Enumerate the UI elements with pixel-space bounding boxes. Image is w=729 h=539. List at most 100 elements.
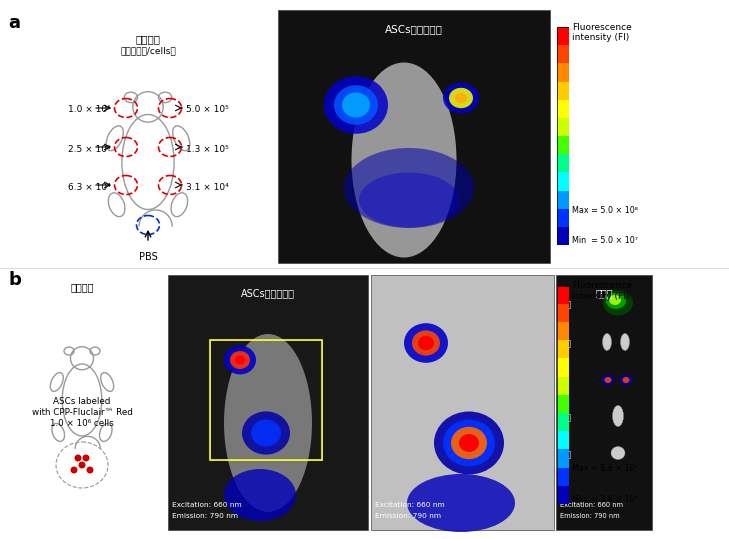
Bar [557, 100, 569, 118]
Bar [557, 209, 569, 227]
Bar [557, 118, 569, 136]
Text: 心臓: 心臓 [562, 451, 572, 460]
Text: 賢臓: 賢臓 [562, 340, 572, 349]
Bar [557, 304, 569, 322]
Ellipse shape [344, 148, 474, 228]
Bar [557, 486, 569, 504]
Text: Emission: 790 nm: Emission: 790 nm [560, 513, 620, 519]
Ellipse shape [242, 411, 290, 454]
Bar [557, 358, 569, 377]
Ellipse shape [412, 330, 440, 356]
Ellipse shape [449, 88, 473, 108]
Text: 6.3 × 10⁴: 6.3 × 10⁴ [68, 183, 111, 191]
Ellipse shape [251, 419, 281, 446]
Ellipse shape [351, 63, 456, 258]
Text: 移植条件: 移植条件 [136, 34, 160, 44]
Ellipse shape [609, 295, 621, 305]
Ellipse shape [82, 454, 90, 461]
Ellipse shape [602, 334, 612, 350]
Ellipse shape [324, 76, 388, 134]
Ellipse shape [359, 172, 459, 227]
Ellipse shape [443, 419, 495, 466]
Text: 肝臓: 肝臓 [562, 301, 572, 309]
Bar [557, 81, 569, 100]
Ellipse shape [455, 93, 467, 103]
Text: 5.0 × 10⁵: 5.0 × 10⁵ [186, 106, 229, 114]
Ellipse shape [443, 82, 479, 113]
Text: Min  = 3.6 × 10⁷: Min = 3.6 × 10⁷ [572, 495, 638, 504]
Bar [557, 191, 569, 209]
Text: Excitation: 660 nm: Excitation: 660 nm [375, 502, 445, 508]
Bar [557, 154, 569, 172]
Ellipse shape [334, 85, 378, 125]
Bar [557, 172, 569, 191]
Text: Fluorescence
intensity (FI): Fluorescence intensity (FI) [572, 281, 631, 301]
Bar [556, 275, 652, 530]
Text: Excitation: 660 nm: Excitation: 660 nm [560, 502, 623, 508]
Ellipse shape [451, 427, 487, 459]
Ellipse shape [418, 336, 434, 350]
Ellipse shape [601, 375, 615, 385]
Ellipse shape [611, 446, 625, 460]
Ellipse shape [620, 375, 633, 385]
Ellipse shape [604, 377, 612, 383]
Ellipse shape [342, 92, 370, 118]
Bar [557, 63, 569, 81]
Text: ASCs移植マウス: ASCs移植マウス [385, 24, 443, 34]
Bar [371, 275, 554, 530]
Bar [557, 450, 569, 467]
Ellipse shape [71, 466, 77, 473]
Ellipse shape [404, 323, 448, 363]
Ellipse shape [224, 345, 256, 375]
Text: Excitation: 660 nm: Excitation: 660 nm [172, 502, 242, 508]
Ellipse shape [459, 434, 479, 452]
Ellipse shape [224, 334, 312, 512]
Text: Max = 8.6 × 10⁷: Max = 8.6 × 10⁷ [572, 465, 638, 473]
Ellipse shape [434, 411, 504, 474]
Text: 1.0 × 10⁶ cells: 1.0 × 10⁶ cells [50, 419, 114, 428]
Ellipse shape [606, 293, 626, 309]
Bar [557, 27, 569, 45]
Bar [210, 340, 322, 460]
Bar [557, 395, 569, 413]
Text: Fluorescence
intensity (FI): Fluorescence intensity (FI) [572, 23, 631, 42]
Bar [278, 10, 550, 263]
Text: 移植群: 移植群 [595, 288, 613, 298]
Text: PBS: PBS [139, 252, 157, 262]
Ellipse shape [235, 356, 245, 364]
Text: 3.1 × 10⁴: 3.1 × 10⁴ [186, 183, 229, 191]
Bar [557, 322, 569, 340]
Ellipse shape [620, 334, 630, 350]
Text: b: b [8, 271, 21, 289]
Text: ASCs labeled: ASCs labeled [53, 397, 111, 406]
Bar [557, 467, 569, 486]
Ellipse shape [79, 461, 85, 468]
Text: Emission: 790 nm: Emission: 790 nm [172, 513, 238, 519]
Text: Max = 5.0 × 10⁸: Max = 5.0 × 10⁸ [572, 206, 638, 215]
Text: with CPP-Fluclair™ Red: with CPP-Fluclair™ Red [31, 408, 133, 417]
Bar [557, 286, 569, 304]
Text: 各細胞数（/cells）: 各細胞数（/cells） [120, 46, 176, 55]
Text: Min  = 5.0 × 10⁷: Min = 5.0 × 10⁷ [572, 236, 638, 245]
Text: Emission: 790 nm: Emission: 790 nm [375, 513, 441, 519]
Text: ASCs移植マウス: ASCs移植マウス [241, 288, 295, 298]
Bar [210, 340, 322, 460]
Text: 肺: 肺 [562, 377, 567, 386]
Ellipse shape [74, 454, 82, 461]
Ellipse shape [87, 466, 93, 473]
Bar [168, 275, 368, 530]
Text: 脾臓: 脾臓 [562, 413, 572, 423]
Bar [557, 413, 569, 431]
Bar [557, 136, 569, 154]
Bar [557, 431, 569, 450]
Ellipse shape [407, 474, 515, 532]
Bar [557, 227, 569, 245]
Text: 2.5 × 10⁵: 2.5 × 10⁵ [68, 144, 111, 154]
Bar [557, 45, 569, 63]
Text: 1.0 × 10⁶: 1.0 × 10⁶ [68, 106, 111, 114]
Ellipse shape [623, 377, 630, 383]
Text: 1.3 × 10⁵: 1.3 × 10⁵ [186, 144, 229, 154]
Bar [557, 340, 569, 358]
Ellipse shape [230, 351, 250, 369]
Ellipse shape [612, 405, 623, 426]
